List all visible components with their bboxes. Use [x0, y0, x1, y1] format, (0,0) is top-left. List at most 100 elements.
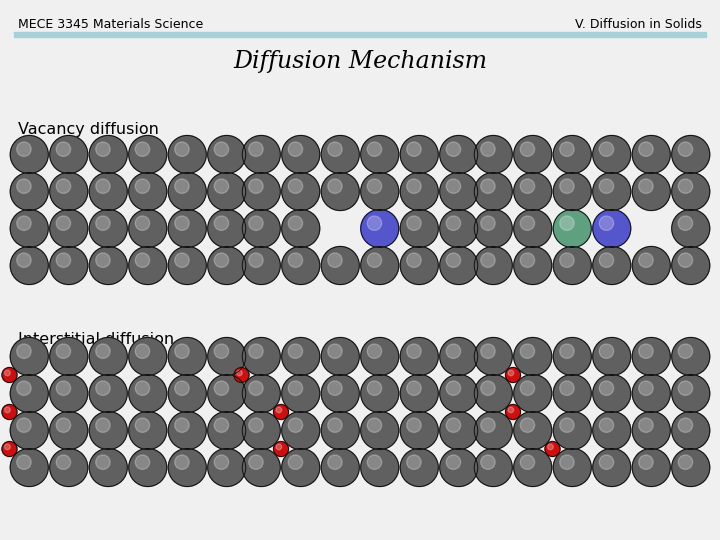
- Circle shape: [4, 370, 10, 376]
- Circle shape: [632, 172, 670, 211]
- Circle shape: [400, 449, 438, 487]
- Text: V. Diffusion in Solids: V. Diffusion in Solids: [575, 18, 702, 31]
- Circle shape: [514, 338, 552, 375]
- Text: Diffusion Mechanism: Diffusion Mechanism: [233, 50, 487, 73]
- Circle shape: [208, 136, 246, 173]
- Circle shape: [407, 179, 421, 193]
- Circle shape: [50, 338, 88, 375]
- Circle shape: [672, 449, 710, 487]
- Circle shape: [17, 344, 31, 359]
- Circle shape: [672, 411, 710, 449]
- Circle shape: [639, 179, 653, 193]
- Circle shape: [208, 449, 246, 487]
- Circle shape: [678, 253, 693, 267]
- Circle shape: [521, 344, 535, 359]
- Circle shape: [56, 142, 71, 157]
- Circle shape: [208, 411, 246, 449]
- Circle shape: [10, 136, 48, 173]
- Circle shape: [559, 142, 574, 157]
- Circle shape: [678, 216, 693, 231]
- Circle shape: [96, 381, 110, 395]
- Circle shape: [505, 368, 521, 382]
- Circle shape: [446, 455, 461, 469]
- Circle shape: [175, 216, 189, 231]
- Circle shape: [553, 411, 591, 449]
- Circle shape: [446, 253, 461, 267]
- Circle shape: [361, 411, 399, 449]
- Circle shape: [440, 411, 478, 449]
- Circle shape: [282, 210, 320, 247]
- Circle shape: [96, 253, 110, 267]
- Circle shape: [521, 418, 535, 433]
- Circle shape: [407, 142, 421, 157]
- Circle shape: [514, 375, 552, 413]
- Circle shape: [321, 136, 359, 173]
- Circle shape: [367, 418, 382, 433]
- Circle shape: [678, 179, 693, 193]
- Circle shape: [89, 449, 127, 487]
- Circle shape: [288, 381, 302, 395]
- Circle shape: [553, 246, 591, 285]
- Circle shape: [440, 136, 478, 173]
- Circle shape: [248, 216, 263, 231]
- Circle shape: [282, 246, 320, 285]
- Circle shape: [288, 216, 302, 231]
- Circle shape: [175, 418, 189, 433]
- Circle shape: [632, 375, 670, 413]
- Circle shape: [248, 253, 263, 267]
- Circle shape: [215, 418, 229, 433]
- Circle shape: [559, 455, 574, 469]
- Circle shape: [514, 136, 552, 173]
- Circle shape: [446, 344, 461, 359]
- Circle shape: [17, 381, 31, 395]
- Circle shape: [50, 210, 88, 247]
- Circle shape: [400, 411, 438, 449]
- Circle shape: [56, 418, 71, 433]
- Circle shape: [593, 246, 631, 285]
- Circle shape: [89, 136, 127, 173]
- Circle shape: [50, 449, 88, 487]
- Circle shape: [168, 210, 206, 247]
- Circle shape: [593, 375, 631, 413]
- Circle shape: [135, 216, 150, 231]
- Circle shape: [135, 344, 150, 359]
- Circle shape: [282, 338, 320, 375]
- Circle shape: [672, 210, 710, 247]
- Circle shape: [440, 449, 478, 487]
- Circle shape: [545, 442, 560, 456]
- Circle shape: [639, 344, 653, 359]
- Circle shape: [599, 455, 613, 469]
- Circle shape: [2, 368, 17, 382]
- Circle shape: [328, 142, 342, 157]
- Circle shape: [639, 381, 653, 395]
- Circle shape: [135, 418, 150, 433]
- Circle shape: [242, 210, 280, 247]
- Circle shape: [248, 344, 263, 359]
- Circle shape: [274, 404, 289, 420]
- Circle shape: [521, 179, 535, 193]
- Circle shape: [321, 449, 359, 487]
- Circle shape: [481, 253, 495, 267]
- Circle shape: [367, 381, 382, 395]
- Circle shape: [400, 136, 438, 173]
- Circle shape: [672, 172, 710, 211]
- Circle shape: [361, 375, 399, 413]
- Circle shape: [96, 179, 110, 193]
- Circle shape: [17, 179, 31, 193]
- Circle shape: [521, 381, 535, 395]
- Circle shape: [446, 418, 461, 433]
- Circle shape: [276, 444, 282, 450]
- Circle shape: [89, 375, 127, 413]
- Circle shape: [10, 411, 48, 449]
- Circle shape: [10, 210, 48, 247]
- Circle shape: [274, 442, 289, 456]
- Circle shape: [168, 411, 206, 449]
- Circle shape: [361, 246, 399, 285]
- Circle shape: [135, 253, 150, 267]
- Circle shape: [559, 381, 574, 395]
- Circle shape: [248, 455, 263, 469]
- Circle shape: [129, 172, 167, 211]
- Circle shape: [593, 338, 631, 375]
- Circle shape: [175, 381, 189, 395]
- Circle shape: [514, 449, 552, 487]
